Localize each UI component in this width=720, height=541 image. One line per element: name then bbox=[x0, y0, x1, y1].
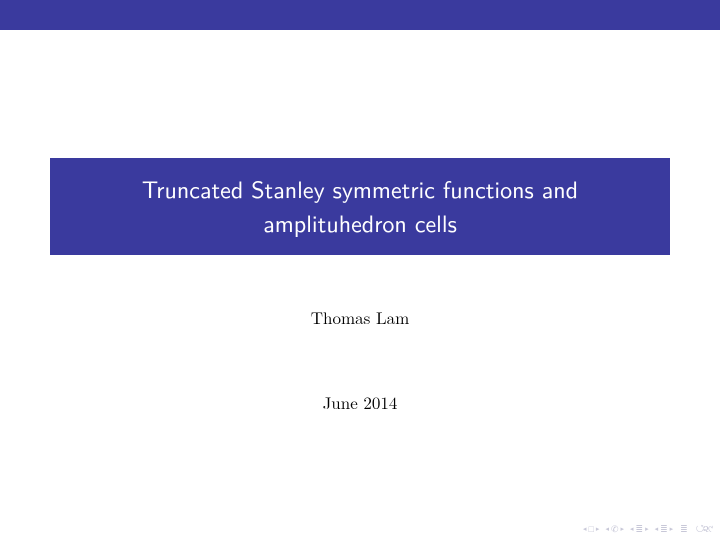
title-line-1: Truncated Stanley symmetric functions an… bbox=[70, 172, 650, 206]
nav-subsection-group[interactable]: ◂ ≣ ▸ bbox=[629, 522, 650, 535]
nav-frame-group[interactable]: ◂ ✆ ▸ bbox=[604, 522, 625, 535]
nav-sub-fwd-icon: ▸ bbox=[644, 524, 650, 534]
nav-sub-icon: ≣ bbox=[635, 522, 645, 535]
nav-appendix-icon[interactable]: ≣ bbox=[678, 522, 688, 535]
nav-frame-fwd-icon: ▸ bbox=[620, 524, 626, 534]
nav-section-group[interactable]: ◂ ≣ ▸ bbox=[654, 522, 675, 535]
header-bar bbox=[0, 0, 720, 30]
slide-content: Truncated Stanley symmetric functions an… bbox=[0, 30, 720, 521]
nav-sec-icon: ≣ bbox=[659, 522, 669, 535]
title-block: Truncated Stanley symmetric functions an… bbox=[50, 158, 670, 255]
nav-undo-icon[interactable]: ↺૨୯ bbox=[692, 521, 712, 536]
author: Thomas Lam bbox=[0, 305, 720, 329]
beamer-nav-bar: ◂ □ ▸ ◂ ✆ ▸ ◂ ≣ ▸ ◂ ≣ ▸ ≣ ↺૨୯ bbox=[582, 521, 712, 536]
nav-first-group[interactable]: ◂ □ ▸ bbox=[582, 522, 600, 535]
nav-frame-icon: ✆ bbox=[610, 522, 620, 535]
date: June 2014 bbox=[0, 390, 720, 414]
nav-first-fwd-icon: ▸ bbox=[595, 524, 601, 534]
title-line-2: amplituhedron cells bbox=[70, 206, 650, 240]
nav-first-icon: □ bbox=[587, 522, 594, 535]
nav-sec-fwd-icon: ▸ bbox=[669, 524, 675, 534]
